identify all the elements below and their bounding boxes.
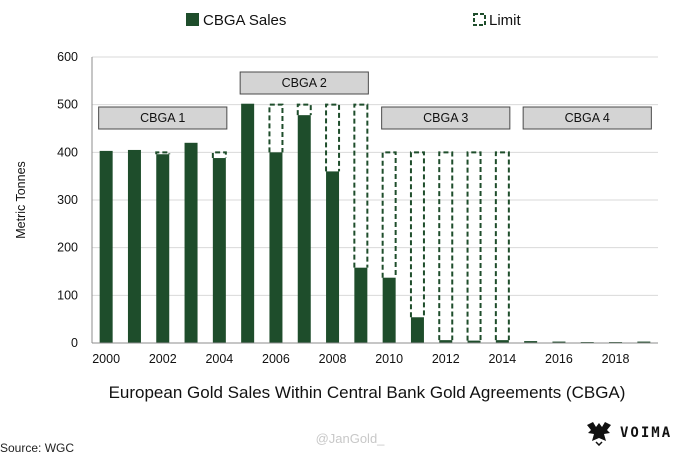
sales-bar [552,341,566,343]
sales-bar [637,341,651,343]
legend-label-limit: Limit [489,12,522,29]
x-tick-label: 2000 [92,352,120,366]
limit-bar [268,103,284,153]
x-tick-label: 2002 [149,352,177,366]
sales-bar [184,142,198,343]
limit-bar [155,151,171,155]
brand-name: VOIMA [620,425,673,441]
brand-logo: VOIMA [584,420,672,446]
agreement-band [239,71,369,95]
y-tick-label: 200 [57,241,78,255]
y-tick-label: 400 [57,145,78,159]
sales-bar [467,340,481,343]
sales-bar [156,154,170,343]
agreement-band [98,106,228,130]
agreement-band [381,106,511,130]
sales-bar [127,149,141,343]
limit-bar [409,151,425,318]
agreement-band-label: CBGA 3 [423,111,468,125]
y-tick-label: 0 [71,336,78,350]
sales-bar [439,340,453,343]
y-axis-label: Metric Tonnes [14,161,28,239]
legend-swatch-sales [186,13,199,26]
eagle-crest-icon [587,422,611,446]
limit-bar [466,151,482,341]
limit-bar [494,151,510,341]
sales-bar [241,103,255,343]
x-tick-label: 2012 [432,352,460,366]
sales-bar [382,277,396,343]
agreement-band [522,106,652,130]
limit-bar [353,103,369,268]
sales-bar [410,317,424,343]
y-tick-label: 100 [57,288,78,302]
x-tick-label: 2008 [319,352,347,366]
x-tick-label: 2014 [488,352,516,366]
agreement-band-label: CBGA 1 [140,111,185,125]
author-handle: @JanGold_ [315,431,385,446]
x-tick-label: 2018 [602,352,630,366]
sales-bar [524,341,538,343]
sales-bar [326,171,340,343]
limit-bar [211,151,227,159]
sales-bar [495,340,509,343]
sales-bar [269,152,283,343]
limit-bar [381,151,397,278]
sales-bar [354,267,368,343]
y-tick-label: 500 [57,98,78,112]
x-tick-label: 2016 [545,352,573,366]
sales-bar [212,158,226,343]
limit-bar [296,103,312,116]
agreement-band-label: CBGA 4 [565,111,610,125]
agreement-band-label: CBGA 2 [282,76,327,90]
sales-bar [297,115,311,343]
limit-bar [438,151,454,341]
sales-bar [99,150,113,343]
chart-subtitle: European Gold Sales Within Central Bank … [109,383,626,402]
legend-label-sales: CBGA Sales [203,12,286,29]
y-tick-label: 300 [57,193,78,207]
legend-swatch-limit [473,13,486,26]
source-note: Source: WGC [0,441,75,455]
x-tick-label: 2004 [205,352,233,366]
x-tick-label: 2010 [375,352,403,366]
limit-bar [325,103,341,172]
y-tick-label: 600 [57,50,78,64]
x-tick-label: 2006 [262,352,290,366]
